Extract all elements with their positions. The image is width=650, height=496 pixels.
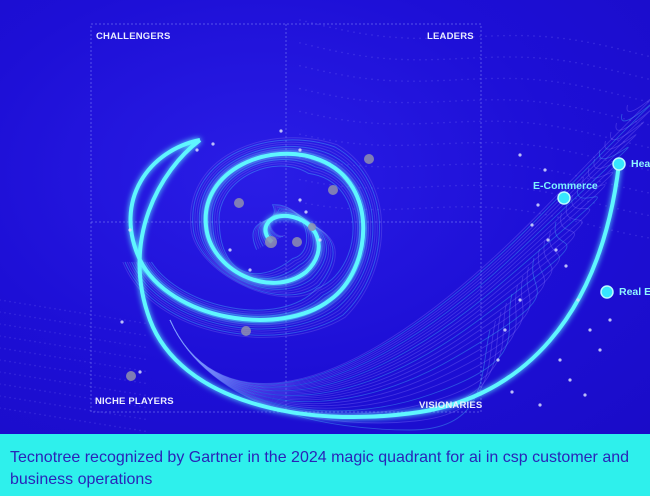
label-niche-players: NICHE PLAYERS xyxy=(95,396,174,407)
vertical-label-healthcare: Hea xyxy=(631,158,650,170)
marker-ecommerce-icon xyxy=(557,191,571,205)
spiral-line xyxy=(128,138,621,419)
hero-graphic: CHALLENGERS LEADERS NICHE PLAYERS VISION… xyxy=(0,0,650,434)
vertical-label-ecommerce: E-Commerce xyxy=(533,180,598,192)
quadrant-grid xyxy=(90,23,482,413)
magic-quadrant-art xyxy=(0,19,650,433)
marker-healthcare-icon xyxy=(612,157,626,171)
label-challengers: CHALLENGERS xyxy=(96,31,171,42)
caption-banner: Tecnotree recognized by Gartner in the 2… xyxy=(0,434,650,496)
vertical-label-realestate: Real E xyxy=(619,286,650,298)
label-leaders: LEADERS xyxy=(427,31,474,42)
marker-realestate-icon xyxy=(600,285,614,299)
label-visionaries: VISIONARIES xyxy=(419,400,483,411)
caption-text: Tecnotree recognized by Gartner in the 2… xyxy=(10,449,630,488)
